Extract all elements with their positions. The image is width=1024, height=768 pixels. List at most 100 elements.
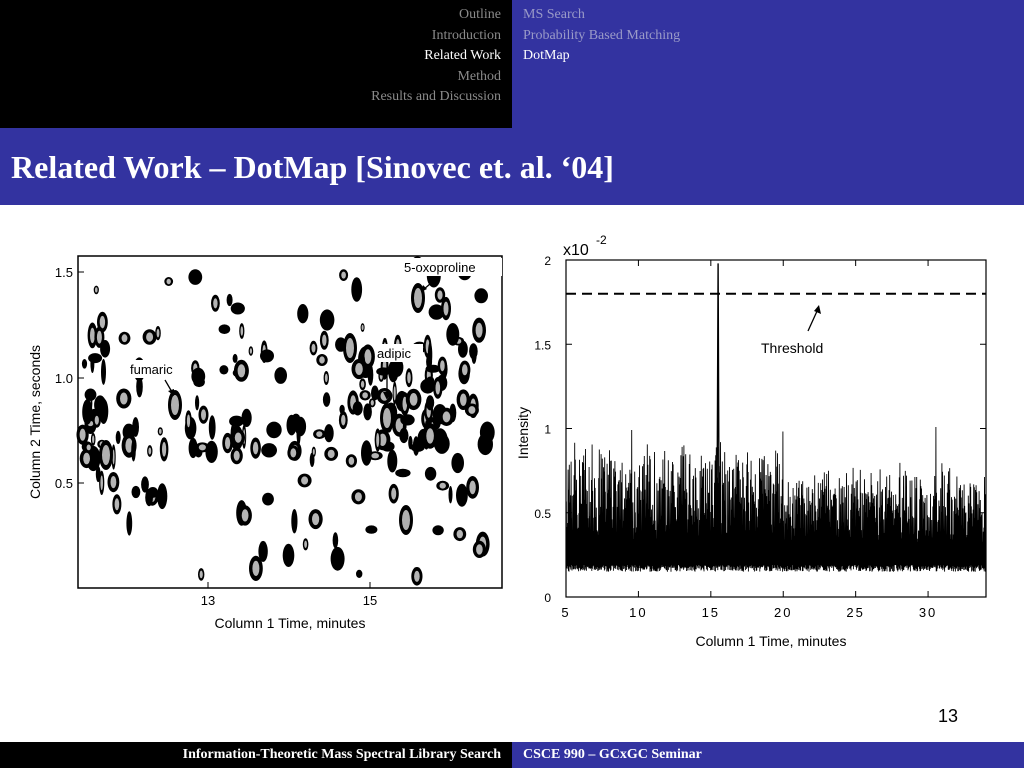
annotation-fumaric: fumaric [130,362,173,377]
contour-spot-core [86,444,91,451]
x-tick-label: 30 [919,605,937,620]
contour-spot [319,309,335,331]
contour-spot [136,376,143,398]
contour-spot-core [171,395,179,415]
contour-spot [330,546,345,571]
nav-section-results-and-discussion[interactable]: Results and Discussion [371,89,501,104]
contour-spot-core [346,338,354,358]
contour-spot-core [234,432,242,443]
nav-subsection-probability-based-matching[interactable]: Probability Based Matching [523,27,681,43]
x-axis-label: Column 1 Time, minutes [696,633,847,649]
contour-spot [426,354,433,370]
contour-spot-core [316,431,323,437]
contour-spot-core [362,392,368,399]
contour-spot [448,486,453,504]
contour-spot-core [414,288,422,308]
x-tick-label: 20 [774,605,792,620]
contour-spot-core [311,343,316,353]
y-tick-label: 1.5 [55,265,73,280]
contour-spot [332,532,339,549]
footer-presentation-title: Information-Theoretic Mass Spectral Libr… [182,747,501,762]
contour-spot [371,385,379,401]
threshold-arrow [807,308,819,332]
contour-spot-core [391,487,397,500]
contour-spot-core [468,406,476,414]
contour-spot-core [249,348,252,354]
contour-spot [432,525,444,536]
contour-spot [219,365,229,375]
contour-spot [191,367,206,385]
contour-spot [474,288,489,304]
contour-spot [218,324,231,334]
nav-subsection-dotmap[interactable]: DotMap [523,48,570,63]
contour-spot [428,304,445,320]
contour-spot [84,388,97,401]
contour-spot-core [360,380,365,388]
contour-spot-core [290,448,297,458]
nav-section-method[interactable]: Method [457,68,501,84]
contour-spot-core [90,327,95,344]
contour-spot-core [364,349,372,364]
y-tick-label: 1.5 [534,338,551,352]
x-tick-label: 15 [363,593,377,608]
contour-spot-core [327,449,335,459]
contour-spot-core [99,315,106,329]
contour-spot-core [383,408,391,428]
contour-spot-core [186,414,191,428]
contour-spot-core [162,442,167,457]
contour-spot-core [322,334,327,346]
footer-left: Information-Theoretic Mass Spectral Libr… [0,742,512,768]
contour-spot-core [402,510,410,530]
contour-spot-core [120,392,128,405]
y-axis-label: Column 2 Time, seconds [27,345,43,499]
nav-subsection-ms-search[interactable]: MS Search [523,7,585,22]
contour-spot-core [376,433,380,447]
contour-spot [351,277,363,302]
contour-spot [266,421,282,439]
nav-section-introduction[interactable]: Introduction [431,27,501,43]
contour-spot-core [92,435,95,444]
annotation-bg [128,360,190,378]
contour-spot-core [437,290,443,300]
contour-spot [395,468,411,478]
x-axis-label: Column 1 Time, minutes [215,615,366,631]
y-tick-label: 0.5 [55,476,73,491]
contour-spot-core [225,437,231,450]
contour-spot-core [252,560,260,576]
contour-spot-core [312,513,320,526]
contour-spot [157,483,168,510]
contour-spot-core [378,433,387,446]
nav-section-related-work[interactable]: Related Work [424,48,501,63]
gcxgc-contour-figure: 0.5 1.0 1.5 13 15 Column 1 Time, minutes Colum… [20,240,510,640]
slide-title: Related Work – DotMap [Sinovec et. al. ‘… [11,149,614,185]
contour-spot [88,353,103,364]
slide-number: 13 [938,706,959,726]
contour-spot-core [125,438,133,453]
subsection-nav: MS Search Probability Based Matching DotMa… [512,0,1024,128]
contour-spot-core [146,332,154,342]
contour-spot [229,415,244,427]
contour-spot [258,540,268,562]
annotation-bg [375,344,423,362]
contour-spot-core [361,324,364,331]
contour-spot [294,416,307,437]
y-tick-label: 0 [544,591,551,605]
contour-spot [365,525,378,534]
contour-spot [145,488,153,507]
series-line [565,426,987,572]
contour-spot [352,401,363,416]
contour-spot [434,433,450,454]
nav-section-outline[interactable]: Outline [459,7,501,22]
dotmap-intensity-figure: Threshold 0 0.5 1 1.5 2 5 10 15 20 25 30 x10 -2 Column… [508,228,994,656]
header-navigation: Outline Introduction Related Work Method Res… [0,0,1024,128]
contour-spot [131,439,136,462]
contour-spot [98,398,109,424]
scale-label: x10 [563,242,589,259]
contour-spot [387,449,398,473]
contour-spot-core [442,411,451,423]
y-tick-label: 1.0 [55,371,73,386]
contour-spot [282,543,295,567]
y-tick-label: 2 [544,254,551,268]
contour-spot [451,452,465,474]
